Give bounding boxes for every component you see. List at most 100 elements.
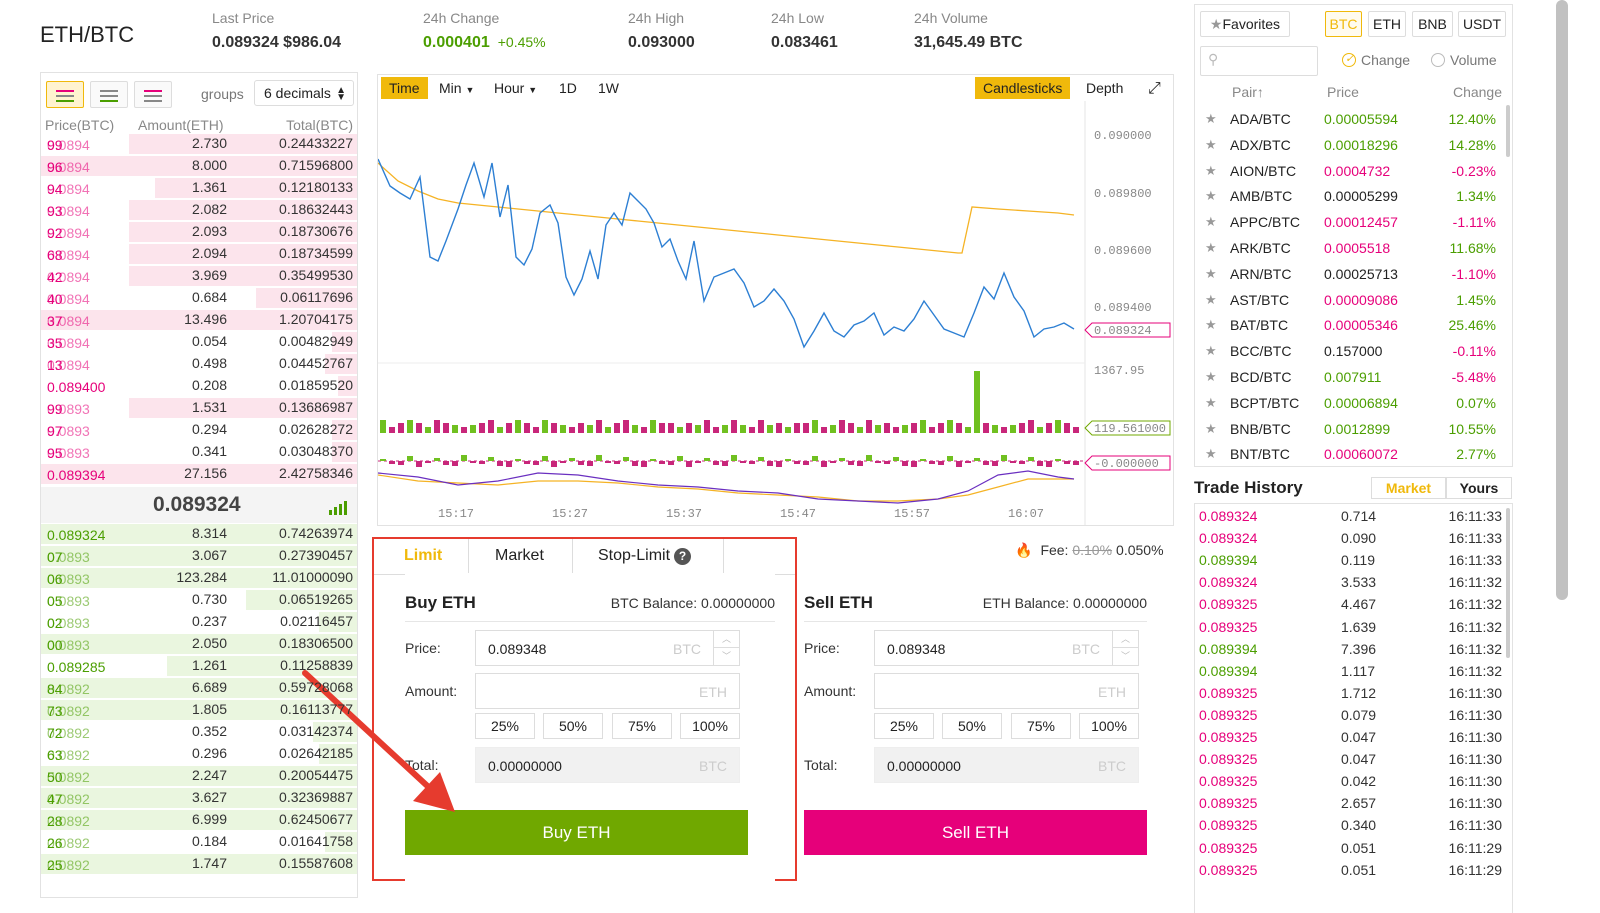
interval-1d[interactable]: 1D (559, 80, 577, 96)
bid-row[interactable]: 0.0892 63 0.296 0.02642185 (41, 743, 357, 765)
ask-row[interactable]: 0.0894 68 2.094 0.18734599 (41, 243, 357, 265)
asks-view-icon[interactable] (134, 81, 172, 108)
market-row[interactable]: ★ AMB/BTC 0.00005299 1.34% (1195, 183, 1506, 208)
stepper-down-icon[interactable]: ﹀ (1120, 651, 1130, 661)
quote-tab-bnb[interactable]: BNB (1412, 11, 1453, 37)
sell-pct-100[interactable]: 100% (1079, 713, 1139, 739)
ask-row[interactable]: 0.0893 99 1.531 0.13686987 (41, 397, 357, 419)
bid-row[interactable]: 0.0892 26 0.184 0.01641758 (41, 831, 357, 853)
quote-tab-usdt[interactable]: USDT (1458, 11, 1506, 37)
markets-scrollbar[interactable] (1506, 105, 1510, 157)
bid-row[interactable]: 0.0892 72 0.352 0.03142374 (41, 721, 357, 743)
market-row[interactable]: ★ ADX/BTC 0.00018296 14.28% (1195, 132, 1506, 157)
groups-select[interactable]: 6 decimals ▲ ▼ (254, 80, 354, 106)
star-icon[interactable]: ★ (1205, 420, 1217, 436)
star-icon[interactable]: ★ (1205, 265, 1217, 281)
bid-row[interactable]: 0.0893 02 0.237 0.02116457 (41, 611, 357, 633)
ask-row[interactable]: 0.089400 0.208 0.01859520 (41, 375, 357, 397)
ask-row[interactable]: 0.0893 95 0.341 0.03048370 (41, 441, 357, 463)
bid-row[interactable]: 0.0893 06 123.284 11.01000090 (41, 567, 357, 589)
market-search-input[interactable]: ⚲ (1200, 46, 1318, 76)
market-row[interactable]: ★ BAT/BTC 0.00005346 25.46% (1195, 312, 1506, 337)
market-row[interactable]: ★ BCC/BTC 0.157000 -0.11% (1195, 338, 1506, 363)
tab-market[interactable]: Market (495, 547, 544, 564)
bid-row[interactable]: 0.0893 00 2.050 0.18306500 (41, 633, 357, 655)
both-sides-view-icon[interactable] (46, 81, 84, 108)
page-scrollbar[interactable] (1556, 0, 1568, 600)
buy-pct-25[interactable]: 25% (475, 713, 535, 739)
star-icon[interactable]: ★ (1205, 291, 1217, 307)
market-row[interactable]: ★ APPC/BTC 0.00012457 -1.11% (1195, 209, 1506, 234)
col-price[interactable]: Price (1327, 84, 1359, 100)
interval-hour[interactable]: Hour ▼ (486, 77, 545, 99)
price-stepper[interactable]: ︿ ﹀ (713, 631, 739, 665)
view-candlesticks[interactable]: Candlesticks (975, 77, 1071, 99)
star-icon[interactable]: ★ (1205, 188, 1217, 204)
quote-tab-eth[interactable]: ETH (1368, 11, 1406, 37)
market-row[interactable]: ★ BCD/BTC 0.007911 -5.48% (1195, 364, 1506, 389)
tab-limit[interactable]: Limit (404, 547, 443, 564)
sort-by-volume[interactable]: Volume (1431, 52, 1497, 68)
market-row[interactable]: ★ BNB/BTC 0.0012899 10.55% (1195, 416, 1506, 441)
history-tab-market[interactable]: Market (1371, 477, 1446, 499)
sell-pct-75[interactable]: 75% (1011, 713, 1071, 739)
ask-row[interactable]: 0.0894 40 0.684 0.06117696 (41, 287, 357, 309)
col-change[interactable]: Change (1452, 84, 1502, 100)
quote-tab-btc[interactable]: BTC (1325, 11, 1362, 37)
ask-row[interactable]: 0.0894 93 2.082 0.18632443 (41, 199, 357, 221)
bid-row[interactable]: 0.0892 47 3.627 0.32369887 (41, 787, 357, 809)
ask-row[interactable]: 0.0893 97 0.294 0.02628272 (41, 419, 357, 441)
ask-row[interactable]: 0.0894 94 1.361 0.12180133 (41, 177, 357, 199)
star-icon[interactable]: ★ (1205, 343, 1217, 359)
sell-price-input[interactable]: 0.089348 BTC ︿ ﹀ (874, 630, 1139, 666)
market-row[interactable]: ★ BCPT/BTC 0.00006894 0.07% (1195, 390, 1506, 415)
market-row[interactable]: ★ AION/BTC 0.0004732 -0.23% (1195, 158, 1506, 183)
ask-row[interactable]: 0.0894 13 0.498 0.04452767 (41, 353, 357, 375)
bid-row[interactable]: 0.0893 05 0.730 0.06519265 (41, 589, 357, 611)
ask-row[interactable]: 0.0894 99 2.730 0.24433227 (41, 133, 357, 155)
buy-eth-button[interactable]: Buy ETH (405, 810, 748, 855)
ask-row[interactable]: 0.0894 37 13.496 1.20704175 (41, 309, 357, 331)
interval-time[interactable]: Time (381, 77, 428, 99)
market-row[interactable]: ★ ARK/BTC 0.0005518 11.68% (1195, 235, 1506, 260)
star-icon[interactable]: ★ (1205, 317, 1217, 333)
buy-pct-100[interactable]: 100% (680, 713, 740, 739)
sell-amount-input[interactable]: ETH (874, 673, 1139, 709)
ask-row[interactable]: 0.0894 92 2.093 0.18730676 (41, 221, 357, 243)
sell-pct-50[interactable]: 50% (942, 713, 1002, 739)
interval-min[interactable]: Min ▼ (431, 77, 482, 99)
market-row[interactable]: ★ BNT/BTC 0.00060072 2.77% (1195, 441, 1506, 466)
bid-row[interactable]: 0.0892 28 6.999 0.62450677 (41, 809, 357, 831)
bid-row[interactable]: 0.0892 50 2.247 0.20054475 (41, 765, 357, 787)
ask-row[interactable]: 0.0894 42 3.969 0.35499530 (41, 265, 357, 287)
stepper-up-icon[interactable]: ︿ (1113, 631, 1138, 648)
tab-stop-limit[interactable]: Stop-Limit? (598, 547, 692, 565)
fullscreen-icon[interactable]: ⤢ (1148, 80, 1161, 97)
help-icon[interactable]: ? (674, 548, 692, 565)
favorites-tab[interactable]: ★Favorites (1200, 11, 1290, 37)
star-icon[interactable]: ★ (1205, 394, 1217, 410)
price-stepper[interactable]: ︿ ﹀ (1112, 631, 1138, 665)
bid-row[interactable]: 0.0892 84 6.689 0.59728068 (41, 677, 357, 699)
star-icon[interactable]: ★ (1205, 162, 1217, 178)
ask-row[interactable]: 0.0894 96 8.000 0.71596800 (41, 155, 357, 177)
sell-eth-button[interactable]: Sell ETH (804, 810, 1147, 855)
bid-row[interactable]: 0.0893 07 3.067 0.27390457 (41, 545, 357, 567)
bid-row[interactable]: 0.0892 25 1.747 0.15587608 (41, 853, 357, 875)
buy-amount-input[interactable]: ETH (475, 673, 740, 709)
buy-pct-75[interactable]: 75% (612, 713, 672, 739)
buy-pct-50[interactable]: 50% (543, 713, 603, 739)
star-icon[interactable]: ★ (1205, 111, 1217, 126)
star-icon[interactable]: ★ (1205, 214, 1217, 230)
market-row[interactable]: ★ ARN/BTC 0.00025713 -1.10% (1195, 261, 1506, 286)
stepper-up-icon[interactable]: ︿ (714, 631, 739, 648)
bid-row[interactable]: 0.089285 1.261 0.11258839 (41, 655, 357, 677)
star-icon[interactable]: ★ (1205, 369, 1217, 384)
history-tab-yours[interactable]: Yours (1446, 477, 1512, 499)
bid-row[interactable]: 0.0892 73 1.805 0.16113777 (41, 699, 357, 721)
star-icon[interactable]: ★ (1205, 136, 1217, 152)
col-pair[interactable]: Pair↑ (1232, 84, 1264, 100)
bid-row[interactable]: 0.089324 8.314 0.74263974 (41, 523, 357, 545)
history-scrollbar[interactable] (1506, 508, 1510, 658)
ask-row[interactable]: 0.089394 27.156 2.42758346 (41, 463, 357, 485)
